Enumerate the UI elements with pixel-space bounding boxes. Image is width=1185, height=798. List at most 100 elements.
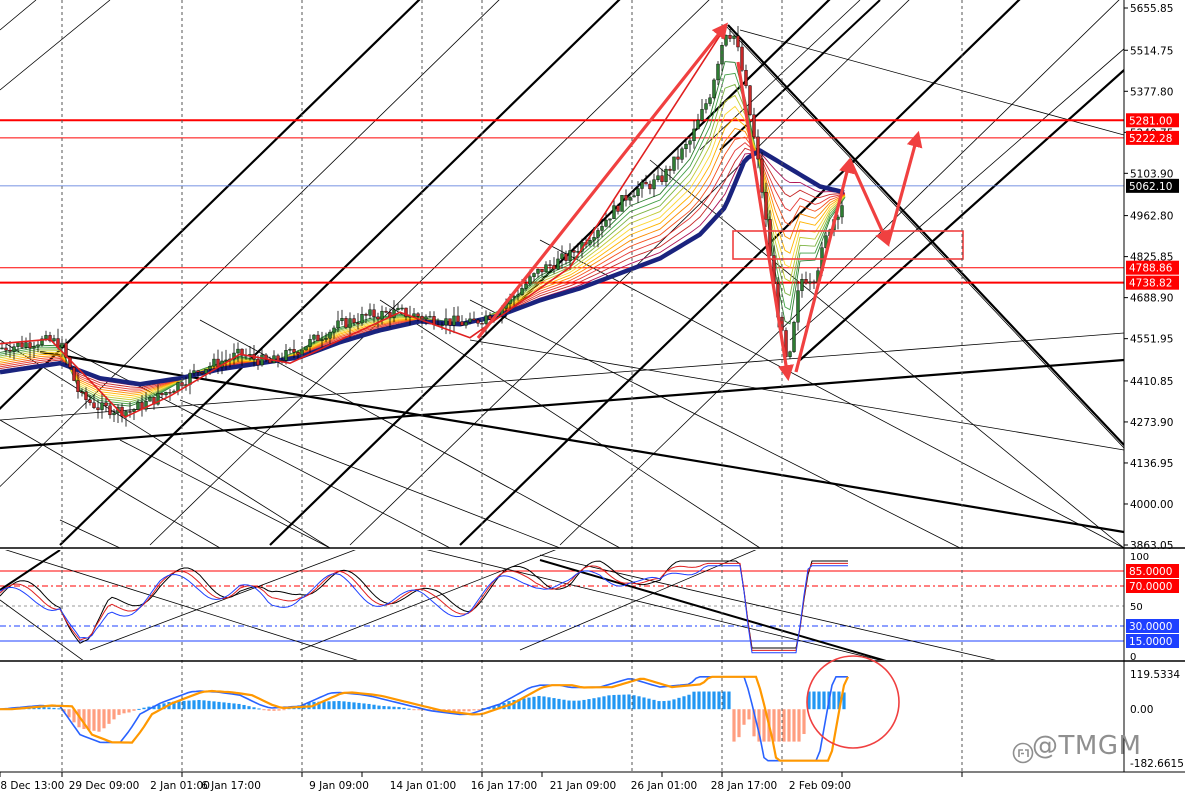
histogram-bar — [352, 702, 356, 710]
candlestick — [464, 318, 468, 329]
candle-body — [428, 316, 432, 318]
candlestick — [612, 198, 616, 220]
candlestick — [660, 168, 664, 185]
histogram-bar — [577, 700, 581, 710]
histogram-bar — [127, 709, 131, 713]
candlestick — [676, 148, 680, 170]
candlestick — [796, 282, 800, 331]
oscillator-line — [0, 560, 848, 649]
candlestick — [328, 329, 332, 346]
candle-body — [344, 318, 348, 328]
histogram-signal-line — [0, 676, 848, 762]
oscillator-tick-label: 0 — [1130, 652, 1136, 663]
histogram-bar — [737, 709, 741, 738]
candlestick — [336, 310, 340, 332]
candle-body — [472, 318, 476, 321]
oscillator-level-badge — [1126, 619, 1179, 633]
oscillator-level-label: 15.0000 — [1129, 636, 1172, 648]
histogram-bar — [77, 709, 81, 728]
histogram-bar — [752, 709, 756, 737]
candle-body — [676, 156, 680, 160]
candlestick — [172, 389, 176, 393]
candlestick — [348, 312, 352, 338]
histogram-bar — [547, 697, 551, 710]
histogram-bar — [742, 709, 746, 725]
histogram-bar — [337, 700, 341, 710]
candlestick — [696, 113, 700, 130]
candlestick — [800, 273, 804, 298]
histogram-bar — [592, 698, 596, 710]
candle-body — [728, 34, 732, 39]
candlestick — [16, 342, 20, 352]
candle-body — [752, 114, 756, 138]
candlestick — [4, 343, 8, 356]
histogram-bar — [782, 709, 786, 742]
forecast-arrow — [476, 22, 728, 339]
candlestick — [32, 341, 36, 359]
histogram-bar — [212, 701, 216, 710]
candlestick — [540, 269, 544, 277]
candlestick — [620, 195, 624, 212]
histogram-bar — [717, 691, 721, 710]
candlestick — [372, 303, 376, 323]
histogram-bar — [527, 697, 531, 710]
histogram-bar — [147, 706, 151, 710]
ascending-trend-line — [0, 0, 421, 411]
candle-body — [544, 264, 548, 273]
candle-body — [456, 315, 460, 322]
descending-trend-line — [649, 159, 1124, 548]
forecast-arrow — [736, 61, 794, 382]
candle-body — [168, 392, 172, 394]
candlestick — [288, 347, 292, 354]
candle-body — [148, 396, 152, 402]
histogram-bar — [327, 701, 331, 710]
candlestick — [352, 314, 356, 327]
candlestick — [296, 350, 300, 360]
histogram-bar — [567, 700, 571, 710]
histogram-bar — [787, 709, 791, 742]
ascending-trend-line — [0, 0, 500, 488]
candle-body — [704, 103, 708, 110]
candlestick — [648, 180, 652, 195]
candlestick — [384, 307, 388, 314]
candle-body — [384, 310, 388, 313]
candlestick — [688, 137, 692, 153]
candle-body — [556, 258, 560, 270]
histogram-bar — [82, 709, 86, 729]
candlestick — [728, 29, 732, 43]
time-tick-label: 28 Jan 17:00 — [711, 780, 777, 792]
histogram-bar — [137, 708, 141, 710]
time-tick-label: 26 Jan 01:00 — [631, 780, 697, 792]
price-pane — [0, 0, 1124, 548]
time-tick-label: 2 Jan 01:00 — [150, 780, 210, 792]
histogram-bar — [392, 706, 396, 710]
support-trend-line — [0, 358, 1124, 450]
oscillator-level-badge — [1126, 564, 1179, 578]
candle-body — [340, 318, 344, 322]
candle-body — [316, 334, 320, 341]
candle-body — [692, 128, 696, 142]
candlestick — [752, 107, 756, 139]
histogram-bar — [587, 699, 591, 710]
candle-body — [284, 350, 288, 361]
candlestick — [440, 321, 444, 330]
candle-body — [748, 85, 752, 115]
candle-body — [40, 338, 44, 346]
candlestick — [192, 363, 196, 376]
candle-body — [292, 349, 296, 353]
candlestick — [600, 218, 604, 238]
candle-body — [756, 136, 760, 160]
candlestick — [64, 338, 68, 366]
histogram-bar — [222, 702, 226, 710]
candlestick — [12, 343, 16, 360]
candlestick — [308, 334, 312, 353]
histogram-bar — [387, 706, 391, 710]
candle-body — [108, 405, 112, 416]
candle-body — [264, 354, 268, 361]
histogram-bar — [652, 699, 656, 710]
candlestick — [516, 288, 520, 301]
candle-body — [548, 264, 552, 266]
candle-body — [632, 195, 636, 198]
